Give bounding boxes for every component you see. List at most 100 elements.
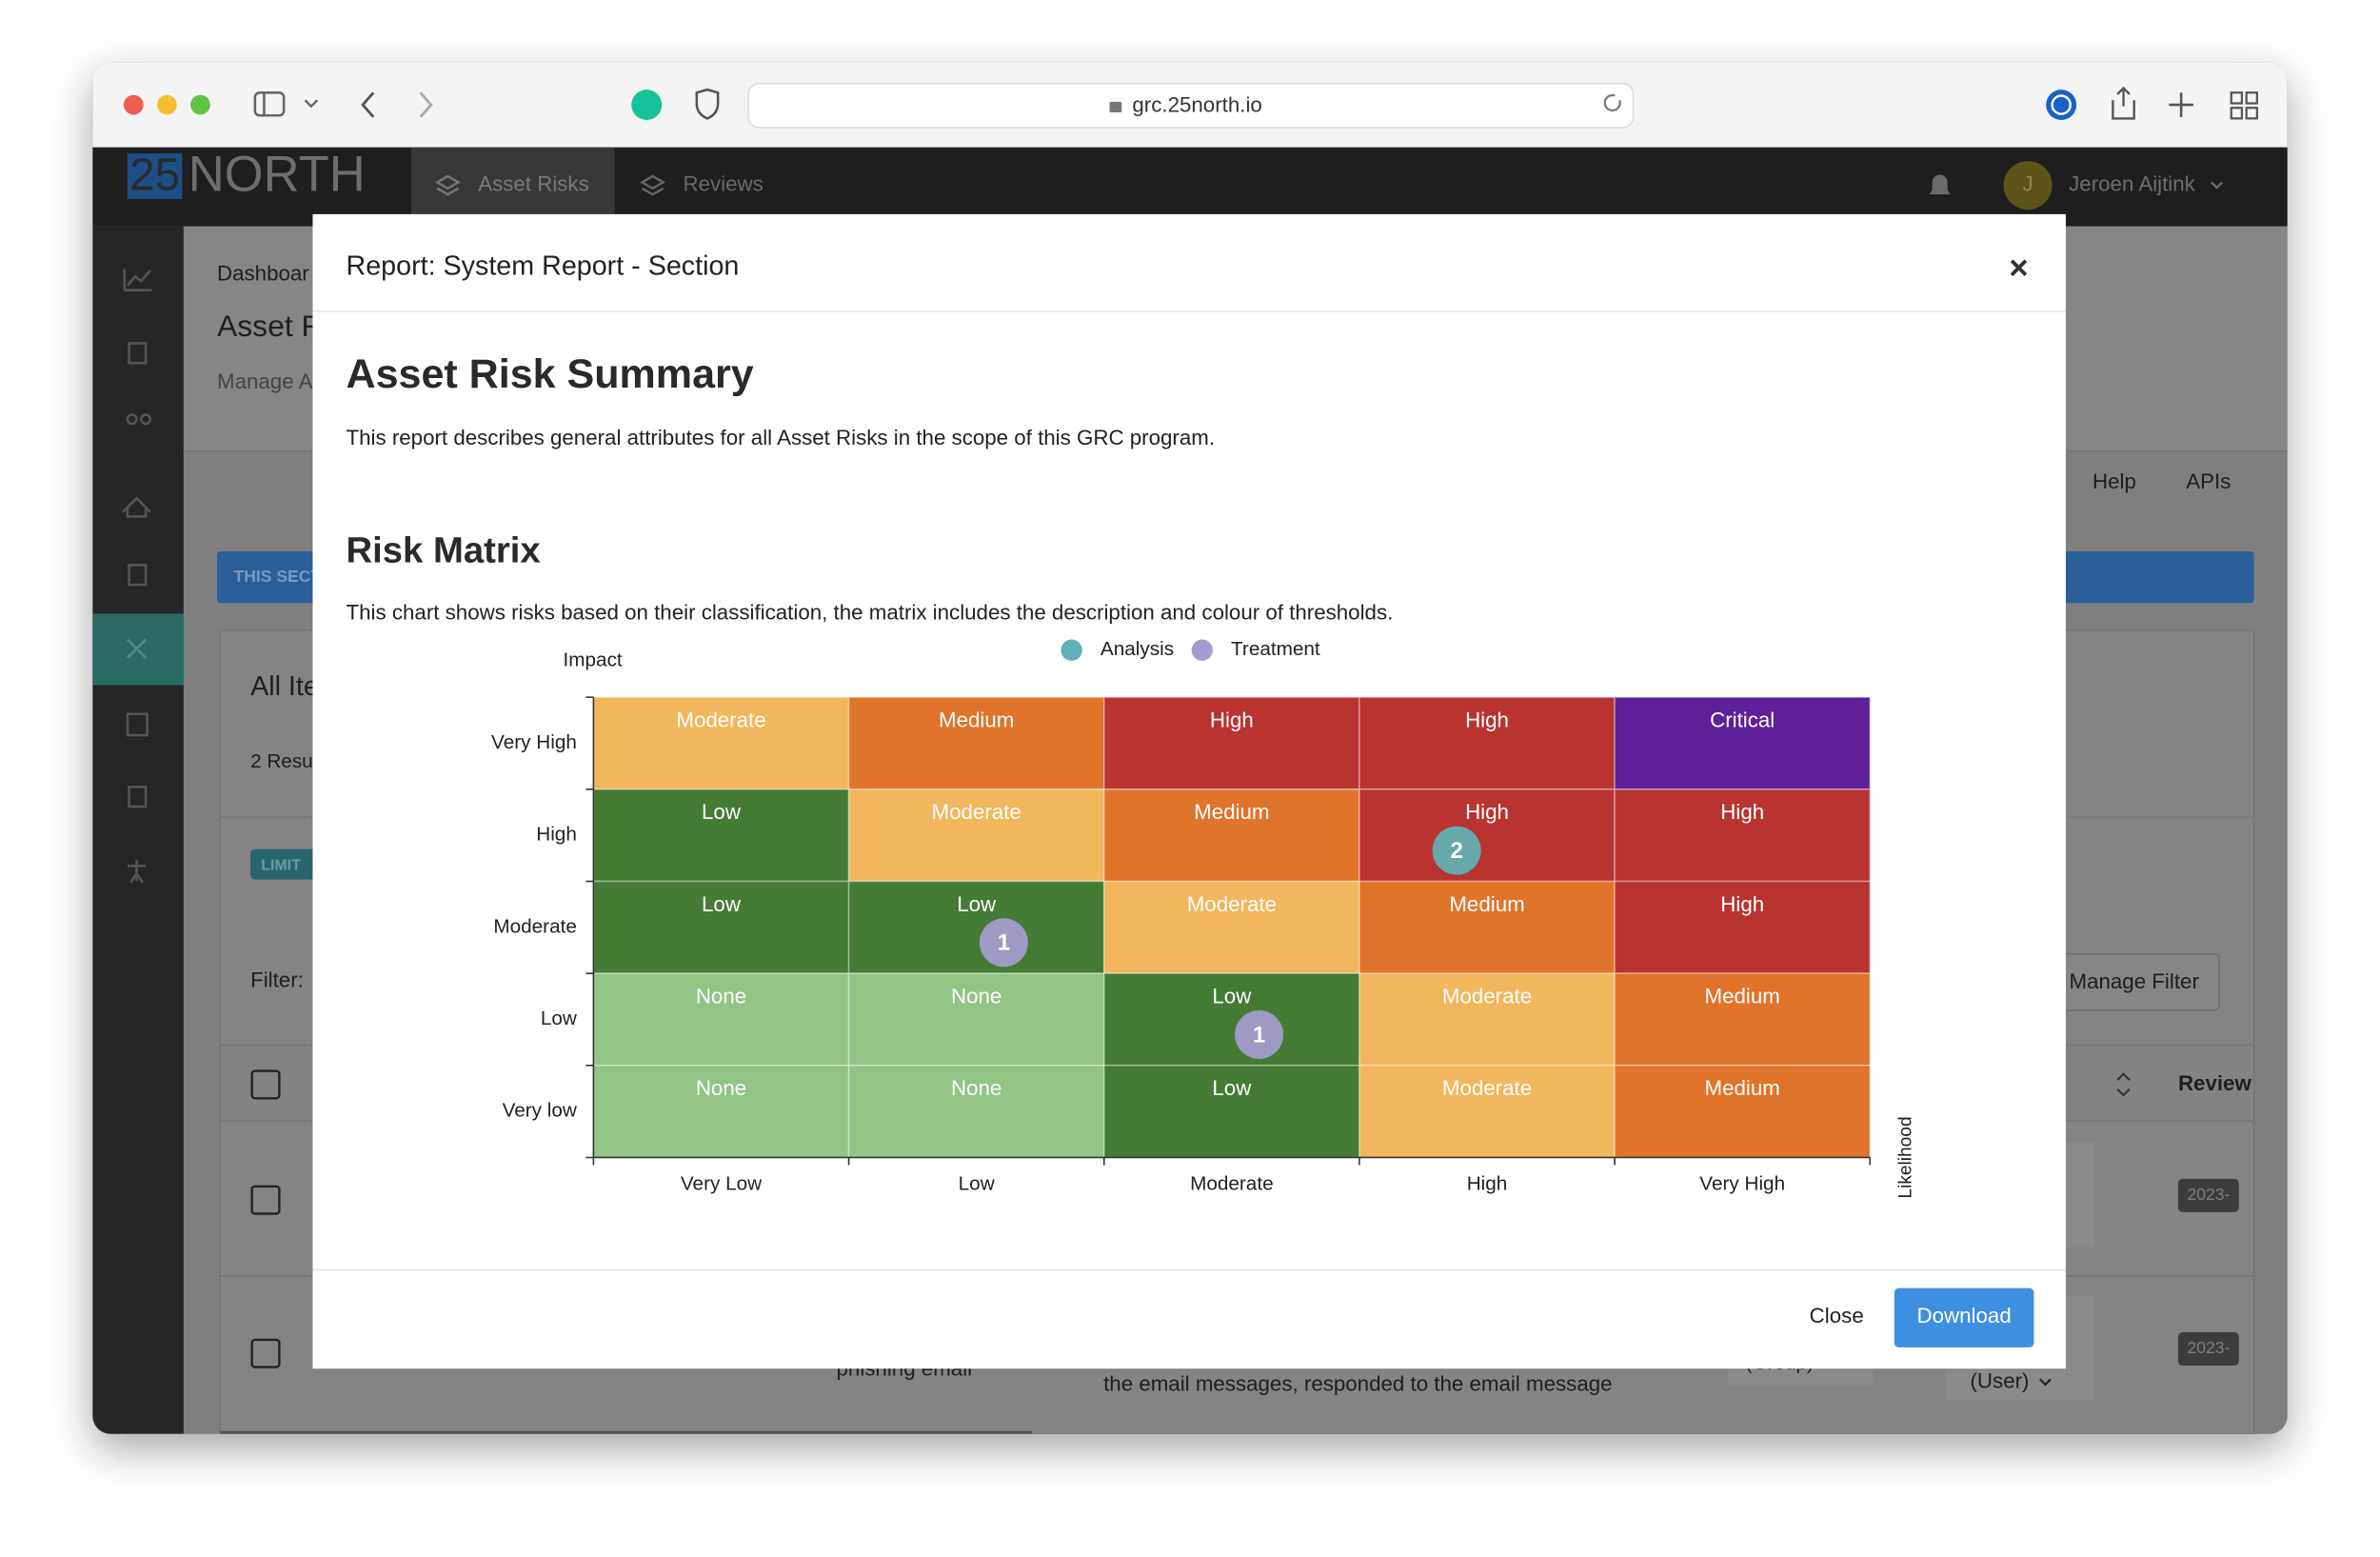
row-text: the email messages, responded to the ema… [1103, 1372, 1612, 1396]
avatar[interactable] [2003, 161, 2053, 210]
share-button[interactable] [2112, 86, 2135, 120]
zoom-window[interactable] [190, 94, 210, 115]
matrix-cell [1614, 788, 1872, 883]
limit-badge [250, 848, 318, 880]
sidebar [92, 226, 184, 1434]
url: grc.25north.io [1132, 93, 1261, 117]
tab-icon [640, 174, 666, 196]
matrix-cell [1102, 788, 1360, 883]
icon-clipboard[interactable] [126, 712, 149, 737]
legend-swatch [1061, 639, 1082, 661]
checkbox[interactable] [250, 1069, 281, 1100]
limit-badge-label: LIMIT [261, 857, 301, 873]
legend-swatch [1191, 639, 1213, 661]
download-button[interactable] [1894, 1288, 2034, 1347]
bubble-count: 1 [998, 930, 1010, 956]
section-bar-label: THIS SECT [234, 567, 322, 586]
matrix-cell [1614, 880, 1872, 974]
shield-icon[interactable] [695, 88, 720, 120]
cell-label: High [1210, 709, 1254, 732]
cell-label: None [951, 1076, 1002, 1100]
back-button[interactable] [361, 91, 375, 118]
chart-description: This chart shows risks based on their cl… [347, 600, 1394, 624]
icon-dashboard[interactable] [123, 269, 152, 291]
matrix-cell [847, 1065, 1105, 1159]
matrix-cell [1102, 696, 1360, 790]
matrix-cell [1102, 1065, 1360, 1159]
result-count: 2 Resu [250, 750, 313, 772]
close-window[interactable] [123, 94, 144, 115]
matrix-cell [847, 696, 1105, 790]
matrix-cell [1614, 696, 1872, 790]
cell-label: Moderate [1187, 892, 1277, 916]
grammarly-icon[interactable] [631, 90, 663, 121]
x-axis-label: Likelihood [1896, 1116, 1916, 1198]
password-icon[interactable] [2046, 90, 2077, 121]
matrix-cell [1102, 972, 1360, 1067]
icon-home[interactable] [122, 496, 151, 518]
x-tick-label: Very Low [681, 1173, 763, 1195]
x-tick-label: Low [959, 1173, 996, 1195]
user-menu-caret [2211, 181, 2223, 190]
y-tick-label: Very low [503, 1100, 578, 1122]
cell-label: Medium [939, 709, 1014, 732]
sort-icon[interactable] [2116, 1072, 2131, 1097]
help-link[interactable]: Help [2092, 469, 2136, 493]
matrix-cell [592, 972, 850, 1067]
legend-label: Analysis [1101, 638, 1174, 660]
reload-button[interactable] [1603, 93, 1621, 112]
checkbox[interactable] [250, 1338, 281, 1368]
icon-accessibility[interactable] [127, 859, 147, 884]
icon-files[interactable] [128, 564, 148, 587]
icon-docs[interactable] [128, 785, 148, 808]
cell-label: Moderate [932, 800, 1021, 824]
lock-icon [1109, 101, 1122, 113]
cell-label: Moderate [1442, 985, 1532, 1008]
download-label: Download [1917, 1304, 2012, 1327]
logo-number: 25 [129, 150, 180, 200]
matrix-cell [847, 972, 1105, 1067]
cell-label: High [1465, 709, 1509, 732]
report-heading: Asset Risk Summary [347, 351, 754, 397]
notification-bell[interactable] [1929, 174, 1951, 195]
matrix-cell [592, 696, 850, 790]
nav-tab[interactable]: Asset Risks [478, 171, 589, 195]
apis-link[interactable]: APIs [2186, 469, 2231, 493]
report-description: This report describes general attributes… [347, 426, 1216, 449]
tab-overview[interactable] [2230, 91, 2258, 120]
date-badge-label: 2023- [2188, 1185, 2231, 1204]
legend-label: Treatment [1231, 638, 1320, 660]
cell-label: Medium [1449, 892, 1524, 916]
icon-copy[interactable] [128, 342, 148, 365]
cell-label: High [1720, 892, 1764, 916]
checkbox[interactable] [250, 1185, 281, 1215]
matrix-cell [1359, 788, 1616, 883]
matrix-cell [1359, 972, 1616, 1067]
cell-label: None [696, 985, 746, 1008]
matrix-cell [1359, 1065, 1616, 1159]
x-tick-label: Very High [1699, 1173, 1785, 1195]
minimize-window[interactable] [157, 94, 177, 115]
sidebar-toggle[interactable] [253, 91, 286, 117]
risk-bubble [1432, 826, 1481, 875]
icon-risk[interactable] [127, 638, 147, 659]
icon-users[interactable] [126, 413, 138, 426]
tab-icon [434, 174, 461, 196]
modal-close[interactable]: × [2009, 250, 2028, 287]
user-name[interactable]: Jeroen Aijtink [2069, 171, 2196, 195]
cell-label: High [1720, 800, 1764, 824]
cell-label: Critical [1710, 709, 1775, 732]
cell-label: Moderate [676, 709, 765, 732]
close-button[interactable]: Close [1810, 1304, 1864, 1327]
address-bar[interactable] [747, 82, 1635, 129]
nav-tab[interactable]: Reviews [683, 171, 763, 195]
breadcrumb: Dashboar [217, 262, 309, 286]
tab-menu[interactable] [304, 99, 319, 109]
matrix-cell [592, 1065, 850, 1159]
x-tick-label: Moderate [1190, 1173, 1274, 1195]
new-tab-button[interactable] [2169, 92, 2193, 117]
forward-button[interactable] [419, 91, 433, 118]
date-badge-label: 2023- [2188, 1338, 2231, 1357]
y-tick-label: Moderate [493, 915, 577, 937]
